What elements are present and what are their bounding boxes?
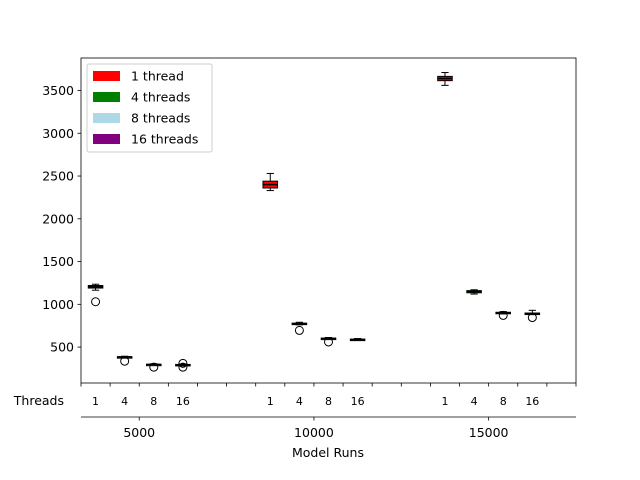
thread-tick-label: 4 xyxy=(471,395,478,408)
thread-tick-label: 1 xyxy=(267,395,274,408)
thread-tick-label: 4 xyxy=(121,395,128,408)
thread-tick-label: 8 xyxy=(500,395,507,408)
legend-label: 8 threads xyxy=(131,111,190,126)
thread-tick-label: 8 xyxy=(150,395,157,408)
outlier-point xyxy=(178,362,188,372)
thread-tick-label: 16 xyxy=(351,395,365,408)
model-runs-tick-label: 15000 xyxy=(469,425,509,440)
outlier-point xyxy=(120,356,130,366)
outlier-point xyxy=(149,362,159,372)
thread-tick-label: 16 xyxy=(525,395,539,408)
thread-tick-label: 16 xyxy=(176,395,190,408)
thread-tick-label: 8 xyxy=(325,395,332,408)
y-tick-label: 3000 xyxy=(42,126,74,141)
box-5000-threads-8 xyxy=(146,362,162,372)
plot-area xyxy=(80,57,577,384)
box-15000-threads-1 xyxy=(437,72,453,86)
thread-tick-label: 4 xyxy=(296,395,303,408)
box-5000-threads-16 xyxy=(175,358,191,372)
box-15000-threads-16 xyxy=(524,309,541,323)
outlier-point xyxy=(498,310,508,320)
outlier-point xyxy=(527,313,537,323)
outlier-point xyxy=(294,325,304,335)
y-tick-label: 1500 xyxy=(42,254,74,269)
box-10000-threads-4 xyxy=(291,321,308,335)
model-runs-tick-label: 5000 xyxy=(123,425,155,440)
axes-frame xyxy=(80,57,577,384)
y-tick-label: 500 xyxy=(50,340,74,355)
legend-label: 4 threads xyxy=(131,90,190,105)
boxes-layer xyxy=(87,72,541,372)
outlier-point xyxy=(91,297,101,307)
box-10000-threads-16 xyxy=(349,338,366,342)
box-15000-threads-8 xyxy=(495,310,511,320)
legend-swatch xyxy=(93,134,120,144)
threads-row-label: Threads xyxy=(13,393,64,408)
box-5000-threads-4 xyxy=(116,355,133,366)
x-axis-label: Model Runs xyxy=(292,445,364,460)
legend: 1 thread 4 threads 8 threads 16 threads xyxy=(86,63,213,153)
y-tick-label: 2000 xyxy=(42,211,74,226)
axes-layer: 500 1000 1500 2000 2500 3000 3500 1 4 8 16 1 4 8 16 1 4 8… xyxy=(42,83,577,440)
box-10000-threads-1 xyxy=(262,172,279,192)
y-tick-label: 2500 xyxy=(42,169,74,184)
y-tick-label: 3500 xyxy=(42,83,74,98)
thread-tick-label: 1 xyxy=(441,395,448,408)
legend-frame xyxy=(86,63,213,153)
outlier-point xyxy=(178,358,188,368)
thread-tick-label: 1 xyxy=(92,395,99,408)
legend-label: 16 threads xyxy=(131,132,198,147)
box-5000-threads-1 xyxy=(87,283,104,307)
legend-swatch xyxy=(93,92,120,102)
box-10000-threads-8 xyxy=(320,337,337,347)
outlier-point xyxy=(324,337,333,347)
legend-swatch xyxy=(93,71,120,81)
legend-label: 1 thread xyxy=(131,69,184,84)
box-15000-threads-4 xyxy=(466,289,482,295)
y-tick-label: 1000 xyxy=(42,297,74,312)
model-runs-tick-label: 10000 xyxy=(294,425,334,440)
legend-swatch xyxy=(93,113,120,123)
